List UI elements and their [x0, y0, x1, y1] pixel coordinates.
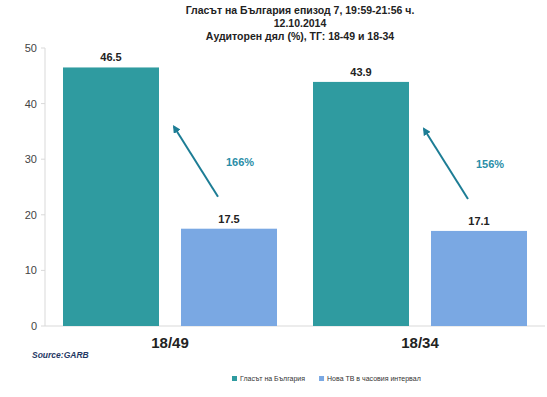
y-tick [41, 214, 45, 215]
title: Гласът на България епизод 7, 19:59-21:56… [186, 4, 415, 16]
data-label: 46.5 [100, 51, 121, 63]
y-tick [41, 48, 45, 49]
annotation-arrow [174, 127, 218, 197]
annotation: 166% [226, 156, 254, 168]
title: Аудиторен дял (%), ТГ: 18-49 и 18-34 [206, 30, 395, 42]
legend-label: Нова ТВ в часовия интервал [327, 375, 421, 383]
annotation-arrow [424, 129, 468, 199]
legend-label: Гласът на България [240, 375, 305, 383]
bars [63, 67, 527, 326]
legend-swatch [232, 376, 237, 381]
y-axis [45, 48, 46, 326]
bar [181, 229, 277, 326]
y-tick-label: 30 [25, 153, 37, 165]
data-label: 43.9 [350, 66, 371, 78]
bar [63, 67, 159, 326]
y-tick-label: 0 [31, 320, 37, 332]
bar [313, 82, 409, 326]
y-tick [41, 159, 45, 160]
chart: Гласът на България епизод 7, 19:59-21:56… [0, 0, 547, 397]
y-tick [41, 270, 45, 271]
y-tick-label: 10 [25, 264, 37, 276]
title: 12.10.2014 [274, 17, 327, 29]
y-tick [41, 103, 45, 104]
bar [431, 231, 527, 326]
x-tick-label: 18/49 [151, 334, 189, 351]
legend-swatch [319, 376, 324, 381]
y-tick-label: 40 [25, 98, 37, 110]
x-tick-label: 18/34 [401, 334, 439, 351]
source: Source:GARB [32, 350, 89, 360]
y-tick-label: 50 [25, 42, 37, 54]
annotation: 156% [476, 158, 504, 170]
data-label: 17.1 [468, 215, 489, 227]
y-tick-label: 20 [25, 209, 37, 221]
y-tick [41, 326, 45, 327]
data-label: 17.5 [218, 213, 239, 225]
